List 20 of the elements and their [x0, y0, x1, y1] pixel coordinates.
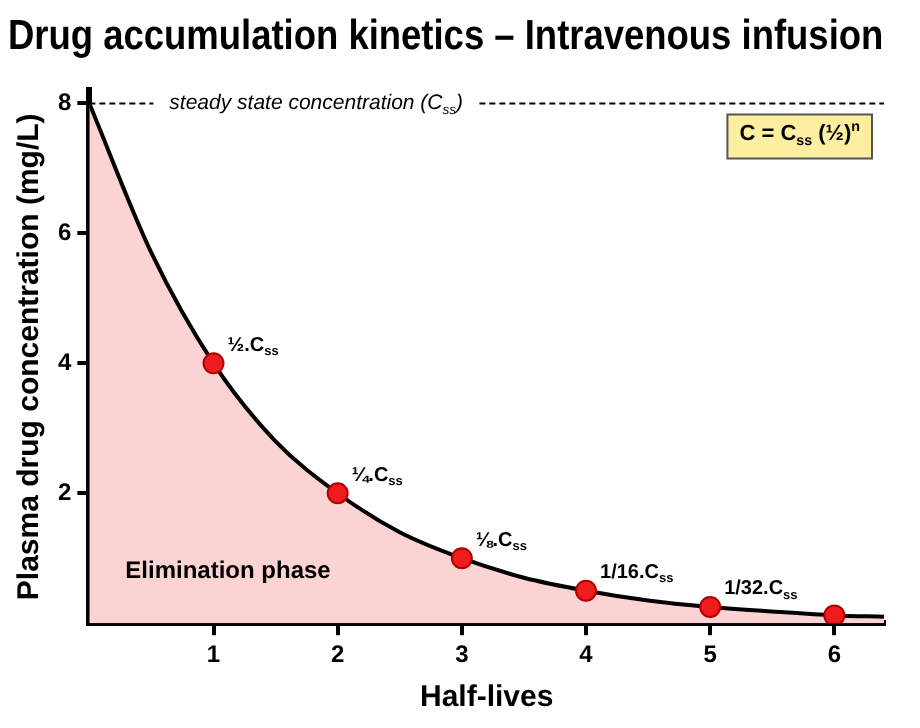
x-tick-label: 2 — [330, 640, 345, 669]
y-tick-label: 2 — [57, 477, 72, 506]
y-axis-title: Plasma drug concentration (mg/L) — [12, 113, 47, 601]
annotation: Elimination phase — [125, 555, 332, 584]
point — [823, 604, 846, 624]
point — [202, 352, 225, 375]
y-tick-label: 4 — [57, 347, 72, 376]
x-tick-label: 3 — [455, 640, 470, 669]
point — [326, 482, 349, 505]
x-tick-label: 1 — [206, 640, 221, 669]
point — [450, 547, 473, 570]
y-tick-label: 8 — [57, 88, 72, 117]
point — [575, 579, 598, 602]
point — [699, 595, 722, 618]
y-tick-label: 6 — [57, 217, 72, 246]
x-tick-label: 5 — [703, 640, 718, 669]
x-tick-label: 4 — [579, 640, 594, 669]
x-axis-title: Half-lives — [419, 680, 554, 715]
chart-title: Drug accumulation kinetics – Intravenous infusion — [8, 12, 884, 60]
x-tick-label: 6 — [827, 640, 842, 669]
